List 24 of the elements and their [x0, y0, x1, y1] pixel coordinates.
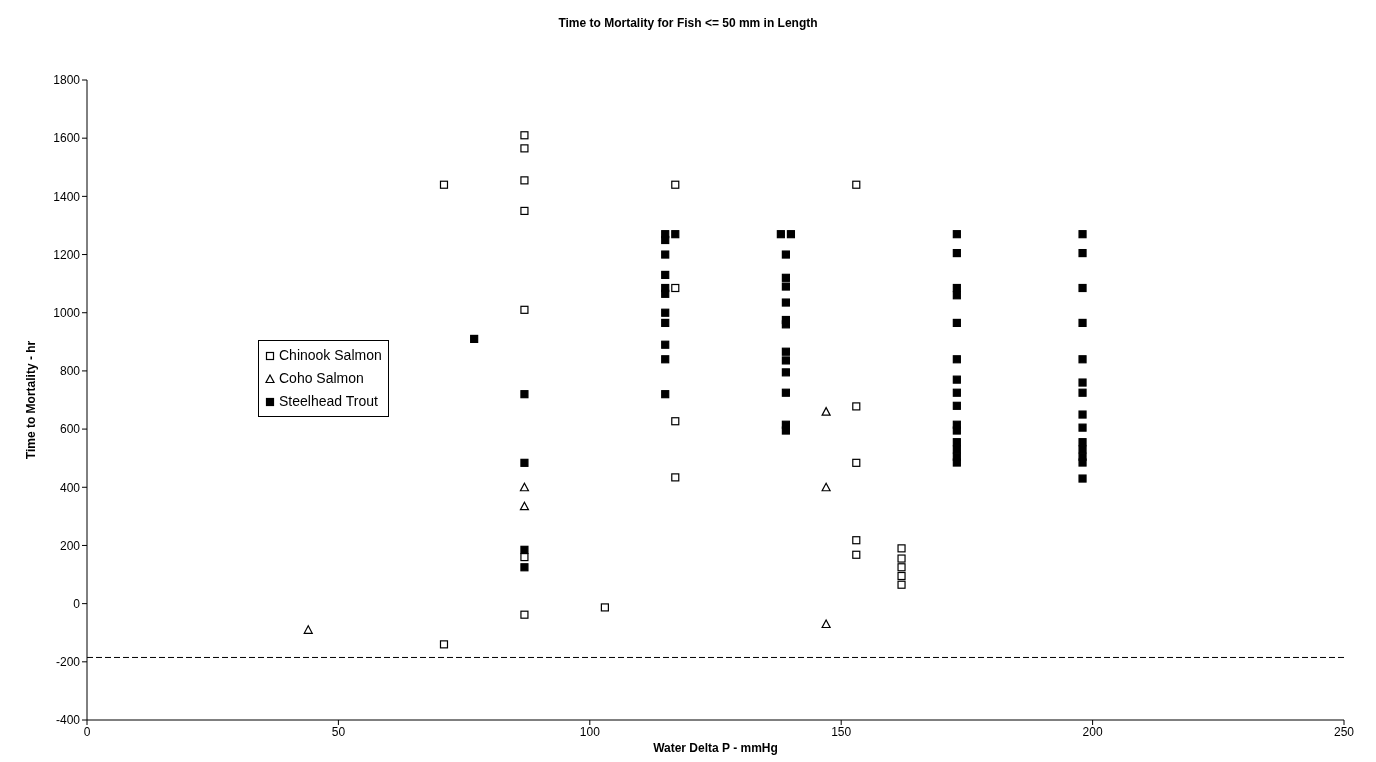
y-tick-label: 0	[73, 596, 81, 611]
y-tick-label: -400	[55, 713, 81, 728]
y-tick-label: -200	[55, 655, 81, 670]
y-tick-label: 1200	[53, 247, 81, 262]
y-tick-label: 600	[59, 422, 81, 437]
y-axis-title: Time to Mortality - hr	[24, 340, 39, 460]
legend-label: Steelhead Trout	[278, 392, 379, 411]
x-tick-label: 50	[331, 724, 346, 739]
y-tick-label: 1800	[53, 73, 81, 88]
x-tick-label: 0	[83, 724, 91, 739]
y-tick-label: 1600	[53, 131, 81, 146]
x-axis-title: Water Delta P - mmHg	[653, 741, 778, 755]
legend-label: Chinook Salmon	[278, 346, 382, 365]
y-tick-label: 800	[59, 364, 81, 379]
x-tick-label: 200	[1082, 724, 1103, 739]
x-tick-label: 150	[831, 724, 852, 739]
chart-title: Time to Mortality for Fish <= 50 mm in Length	[557, 16, 819, 30]
y-tick-label: 1400	[53, 189, 81, 204]
y-tick-label: 400	[59, 480, 81, 495]
y-tick-label: 1000	[53, 305, 81, 320]
x-tick-label: 100	[579, 724, 601, 739]
x-tick-label: 250	[1333, 724, 1355, 739]
legend-label: Coho Salmon	[278, 369, 365, 388]
y-tick-label: 200	[59, 538, 81, 553]
